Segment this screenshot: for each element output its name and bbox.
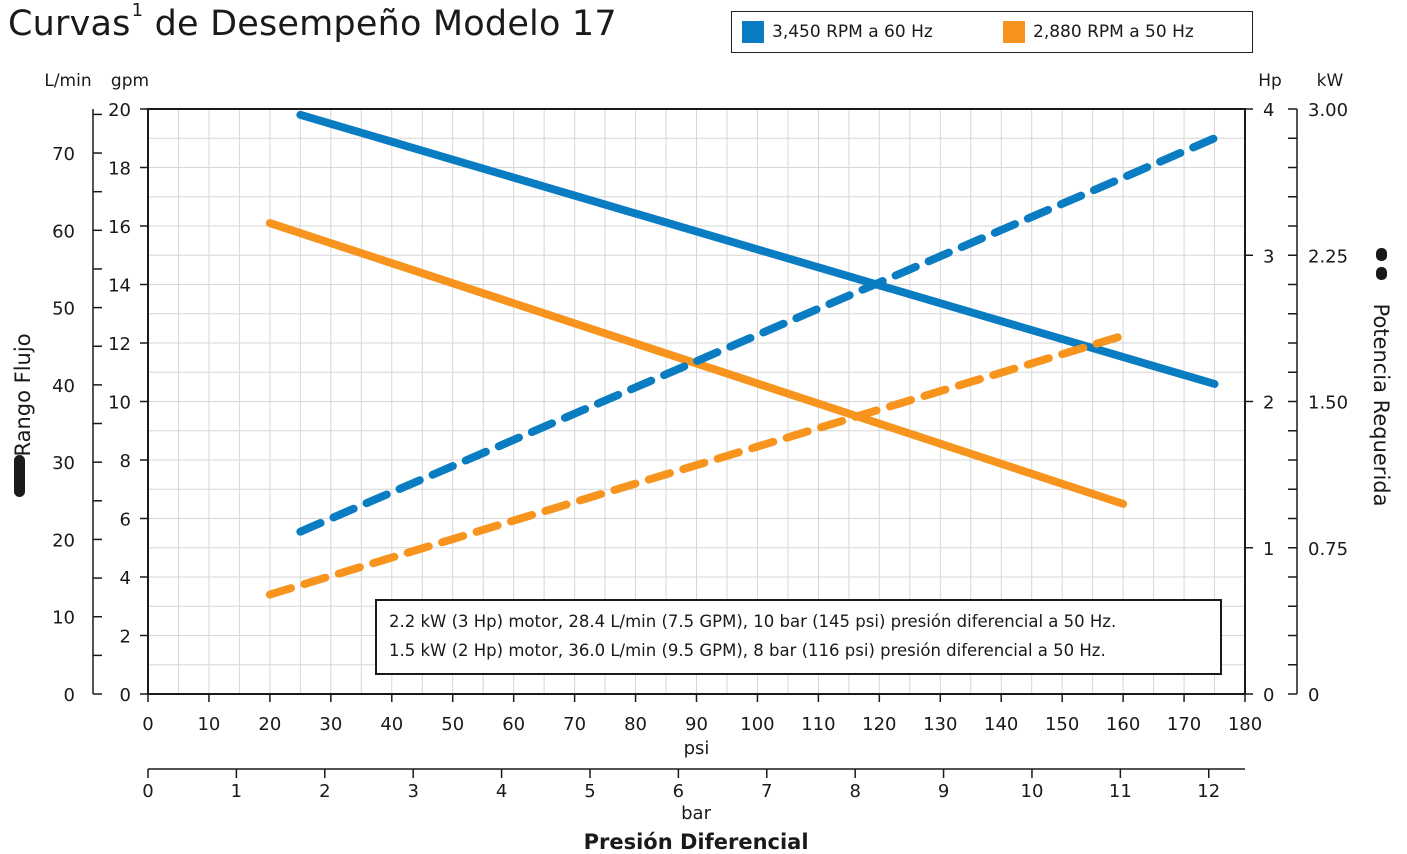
- lmin-tick-label: 30: [52, 453, 75, 474]
- dashed-line-key-2: [1376, 267, 1387, 280]
- gpm-tick-label: 8: [120, 451, 131, 472]
- kw-tick-label: 0.75: [1308, 539, 1348, 560]
- bar-axis-label: bar: [681, 803, 711, 824]
- psi-tick-label: 90: [685, 714, 708, 735]
- note-line-1: 2.2 kW (3 Hp) motor, 28.4 L/min (7.5 GPM…: [389, 612, 1117, 631]
- psi-tick-label: 50: [441, 714, 464, 735]
- bar-tick-label: 0: [142, 781, 153, 802]
- power-line-60hz: [296, 134, 1219, 536]
- psi-tick-label: 60: [502, 714, 525, 735]
- psi-tick-label: 40: [380, 714, 403, 735]
- psi-tick-label: 20: [258, 714, 281, 735]
- psi-tick-label: 160: [1106, 714, 1140, 735]
- bar-tick-label: 1: [231, 781, 242, 802]
- gpm-unit-label: gpm: [111, 71, 149, 91]
- kw-tick-label: 0: [1308, 685, 1319, 706]
- hp-tick-label: 0: [1263, 685, 1274, 706]
- y-axis-title-left: Rango Flujo: [11, 333, 35, 456]
- legend: 3,450 RPM a 60 Hz 2,880 RPM a 50 Hz: [731, 11, 1253, 53]
- psi-tick-label: 30: [319, 714, 342, 735]
- psi-tick-label: 170: [1167, 714, 1201, 735]
- psi-tick-label: 100: [740, 714, 774, 735]
- kw-tick-label: 3.00: [1308, 100, 1348, 121]
- lmin-tick-label: 50: [52, 299, 75, 320]
- gpm-tick-label: 16: [108, 217, 131, 238]
- series: [265, 110, 1219, 599]
- bar-tick-label: 5: [584, 781, 595, 802]
- solid-line-key: [14, 455, 25, 497]
- psi-axis-label: psi: [684, 738, 710, 759]
- bar-tick-label: 7: [761, 781, 772, 802]
- bar-tick-label: 9: [938, 781, 949, 802]
- gpm-tick-label: 12: [108, 334, 131, 355]
- bar-tick-label: 4: [496, 781, 507, 802]
- hp-tick-label: 1: [1263, 539, 1274, 560]
- kw-tick-label: 2.25: [1308, 246, 1348, 267]
- hp-tick-label: 2: [1263, 393, 1274, 414]
- dashed-line-key-1: [1376, 248, 1387, 261]
- axes: [92, 108, 1298, 778]
- lmin-tick-label: 60: [52, 221, 75, 242]
- flow-line-60hz: [296, 110, 1219, 388]
- kw-unit-label: kW: [1317, 71, 1344, 91]
- psi-tick-label: 180: [1228, 714, 1262, 735]
- legend-item-50hz: 2,880 RPM a 50 Hz: [1003, 20, 1194, 44]
- x-axis-title: Presión Diferencial: [584, 830, 809, 854]
- hp-unit-label: Hp: [1258, 71, 1282, 91]
- bar-tick-label: 3: [407, 781, 418, 802]
- psi-tick-label: 140: [984, 714, 1018, 735]
- bar-tick-label: 11: [1109, 781, 1132, 802]
- legend-label-50hz: 2,880 RPM a 50 Hz: [1033, 22, 1194, 42]
- bar-tick-label: 12: [1197, 781, 1220, 802]
- psi-tick-label: 150: [1045, 714, 1079, 735]
- bar-tick-label: 8: [849, 781, 860, 802]
- psi-tick-label: 120: [862, 714, 896, 735]
- axis-labels: 0 10 20 30 40 50 60 70 80 90 100 110 120 130 140 150 160…: [11, 71, 1393, 854]
- bar-tick-label: 6: [673, 781, 684, 802]
- gpm-tick-label: 10: [108, 393, 131, 414]
- gpm-tick-label: 14: [108, 276, 131, 297]
- lmin-tick-label: 40: [52, 376, 75, 397]
- gpm-tick-label: 6: [120, 510, 131, 531]
- legend-swatch-50hz: [1003, 21, 1025, 43]
- gpm-tick-label: 2: [120, 627, 131, 648]
- bar-tick-label: 2: [319, 781, 330, 802]
- psi-tick-label: 0: [142, 714, 153, 735]
- psi-tick-label: 10: [197, 714, 220, 735]
- chart-title: Curvas1 de Desempeño Modelo 17: [8, 0, 617, 44]
- gpm-tick-label: 0: [120, 685, 131, 706]
- hp-tick-label: 4: [1263, 100, 1274, 121]
- y-axis-title-right: Potencia Requerida: [1369, 304, 1393, 507]
- lmin-tick-label: 0: [64, 685, 75, 706]
- legend-swatch-60hz: [742, 21, 764, 43]
- gpm-tick-label: 20: [108, 100, 131, 121]
- psi-tick-label: 70: [563, 714, 586, 735]
- lmin-tick-label: 10: [52, 608, 75, 629]
- psi-tick-label: 110: [801, 714, 835, 735]
- kw-tick-label: 1.50: [1308, 393, 1348, 414]
- psi-tick-label: 80: [624, 714, 647, 735]
- bar-tick-label: 10: [1021, 781, 1044, 802]
- lmin-tick-label: 70: [52, 144, 75, 165]
- lmin-unit-label: L/min: [44, 71, 91, 91]
- note-line-2: 1.5 kW (2 Hp) motor, 36.0 L/min (9.5 GPM…: [389, 641, 1106, 660]
- note-box: 2.2 kW (3 Hp) motor, 28.4 L/min (7.5 GPM…: [375, 599, 1222, 675]
- legend-item-60hz: 3,450 RPM a 60 Hz: [742, 20, 933, 44]
- legend-label-60hz: 3,450 RPM a 60 Hz: [772, 22, 933, 42]
- hp-tick-label: 3: [1263, 246, 1274, 267]
- gpm-tick-label: 4: [120, 568, 131, 589]
- gpm-tick-label: 18: [108, 159, 131, 180]
- lmin-tick-label: 20: [52, 530, 75, 551]
- power-line-50hz: [265, 331, 1128, 599]
- psi-tick-label: 130: [923, 714, 957, 735]
